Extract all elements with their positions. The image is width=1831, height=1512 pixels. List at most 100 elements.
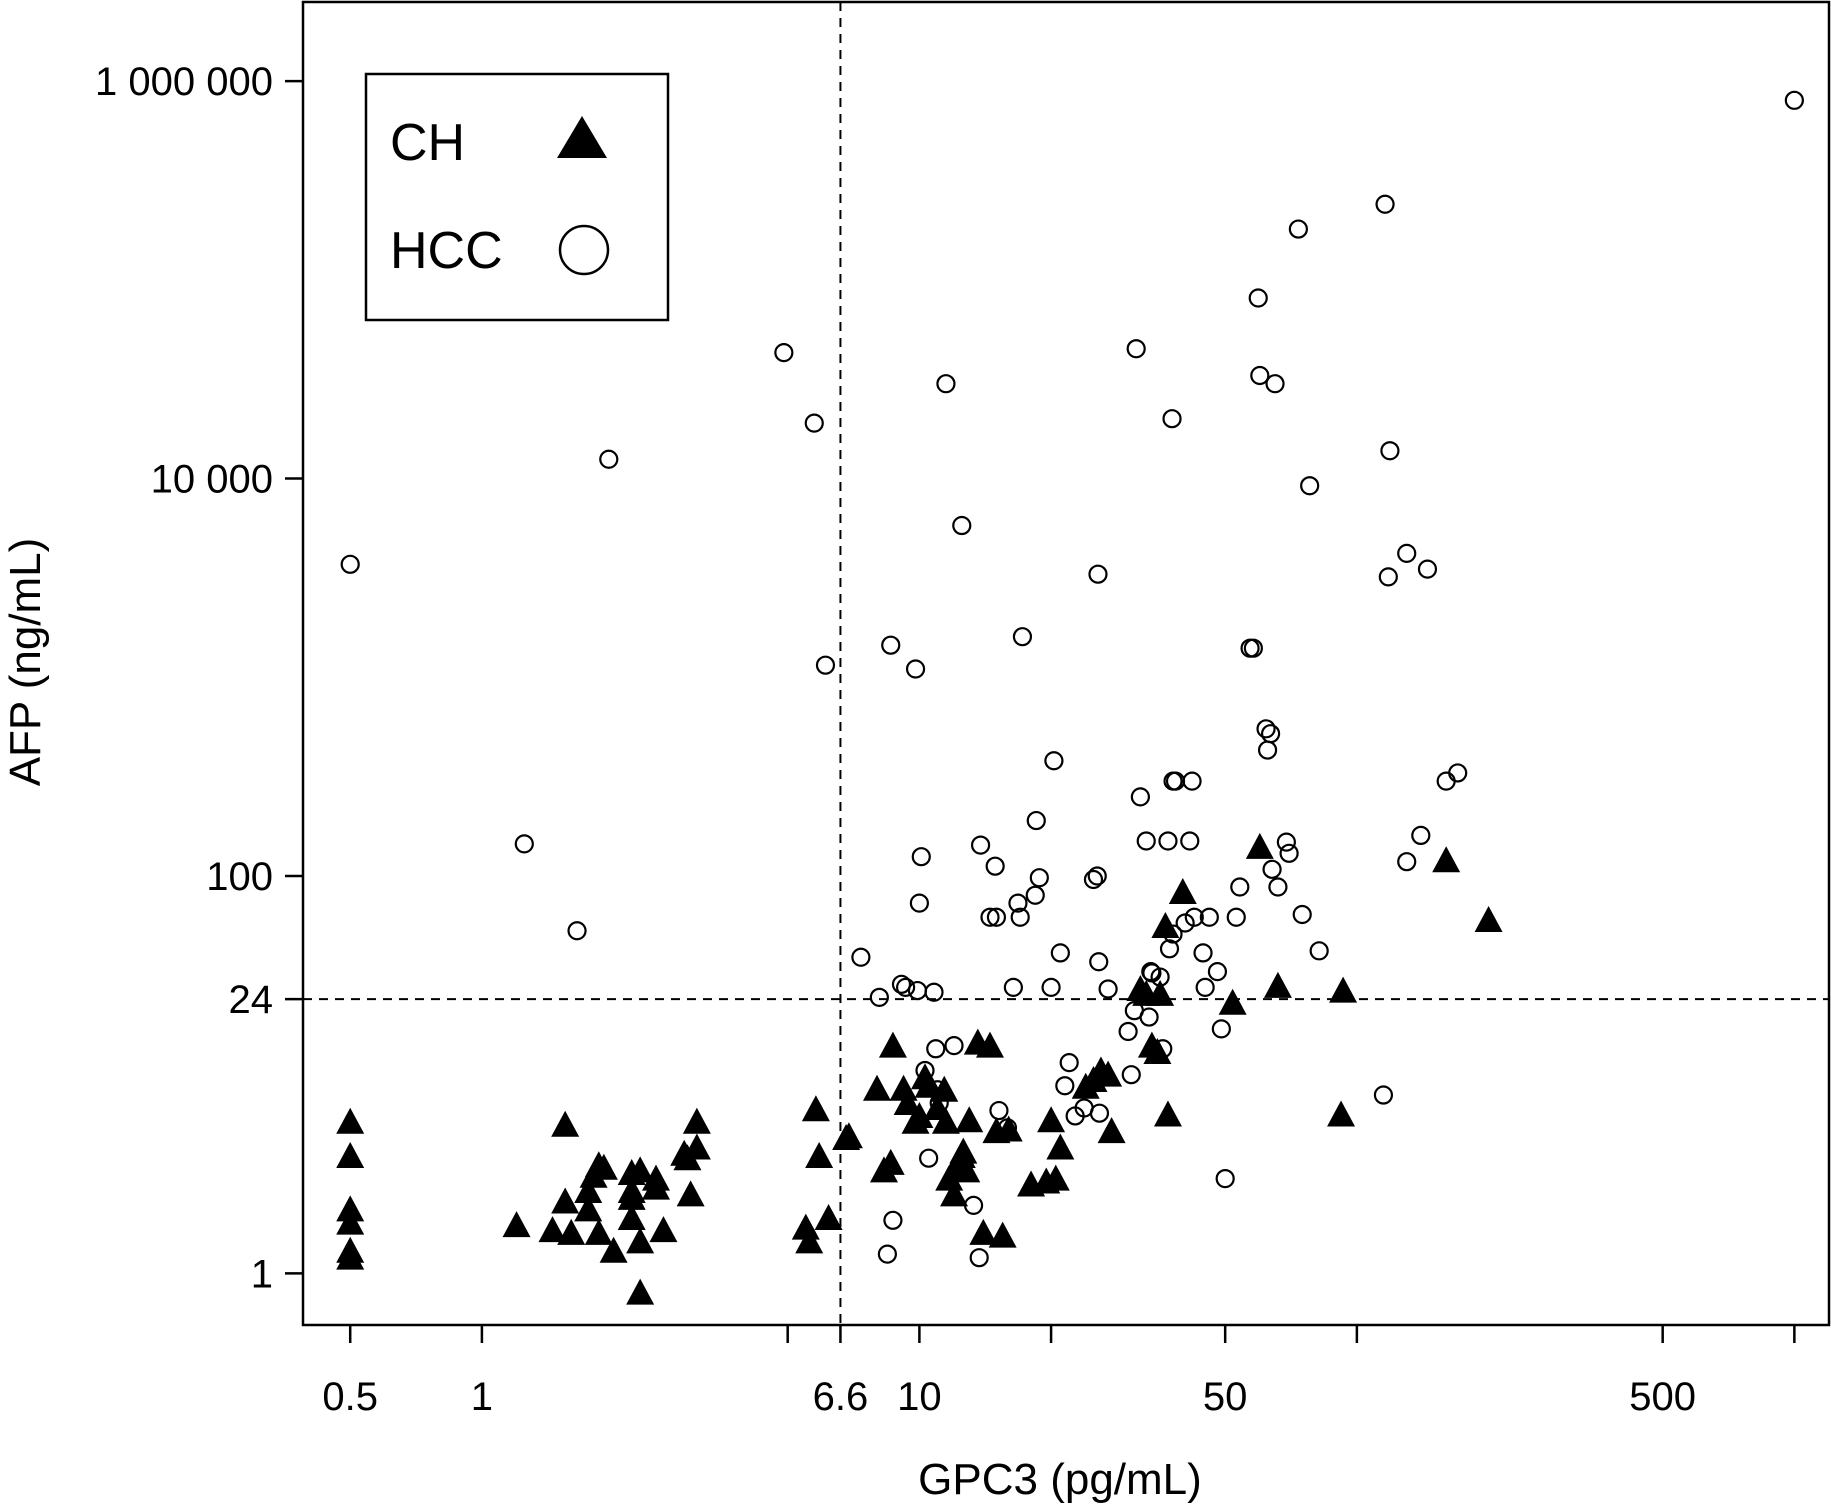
hcc-point <box>1159 939 1180 959</box>
hcc-point <box>1121 1065 1141 1085</box>
ch-point <box>1168 878 1197 905</box>
ch-point <box>574 1176 603 1203</box>
ch-point <box>1151 912 1180 939</box>
hcc-point <box>1184 907 1204 927</box>
hcc-point <box>1243 638 1263 658</box>
hcc-point <box>804 413 824 433</box>
ch-point <box>931 1107 960 1134</box>
legend-marker-ch <box>557 116 607 158</box>
hcc-point <box>1025 885 1045 905</box>
x-tick-label: 6.6 <box>813 1375 869 1419</box>
hcc-point <box>514 834 534 854</box>
ch-point <box>502 1211 531 1238</box>
hcc-point <box>1257 740 1278 760</box>
ch-point <box>336 1243 365 1270</box>
ch-point <box>795 1227 824 1254</box>
hcc-point <box>1276 832 1296 852</box>
hcc-point <box>1397 852 1417 872</box>
hcc-point <box>1050 943 1070 963</box>
ch-point <box>914 1071 943 1098</box>
hcc-point <box>1378 567 1398 587</box>
hcc-point <box>815 655 836 675</box>
plot-frame <box>301 0 1831 1327</box>
hcc-point <box>1158 831 1178 851</box>
hcc-point <box>1162 409 1182 429</box>
ch-point <box>1474 906 1503 933</box>
ch-point <box>1094 1060 1123 1087</box>
hcc-point <box>1089 1103 1110 1123</box>
hcc-point <box>877 1244 897 1264</box>
hcc-point <box>1265 374 1285 394</box>
ch-point <box>538 1216 567 1243</box>
ch-point <box>574 1195 603 1222</box>
hcc-point <box>936 374 956 394</box>
hcc-point <box>1126 339 1146 359</box>
ch-point <box>336 1107 365 1134</box>
hcc-point <box>774 343 794 363</box>
y-tick-label: 1 000 000 <box>95 60 273 104</box>
ch-point <box>1046 1133 1075 1160</box>
x-tick-label: 0.5 <box>322 1375 378 1419</box>
hcc-point <box>985 856 1005 876</box>
ch-point <box>336 1208 365 1235</box>
ch-point <box>682 1107 711 1134</box>
hcc-point <box>1195 977 1215 997</box>
ch-point <box>1146 979 1175 1006</box>
legend-box <box>364 72 670 322</box>
ch-point <box>889 1074 918 1101</box>
y-tick-label: 100 <box>206 855 273 899</box>
hcc-point <box>883 1210 903 1230</box>
hcc-point <box>911 847 931 867</box>
ch-point <box>975 1031 1004 1058</box>
x-axis-title: GPC3 (pg/mL) <box>918 1455 1202 1504</box>
x-tick-label: 50 <box>1203 1375 1248 1419</box>
hcc-point <box>944 1036 964 1056</box>
hcc-point <box>1279 843 1299 863</box>
hcc-point <box>1182 771 1202 791</box>
hcc-point <box>1207 962 1228 982</box>
hcc-point <box>1262 859 1282 879</box>
hcc-point <box>567 921 587 941</box>
ch-point <box>952 1156 981 1183</box>
hcc-point <box>340 554 360 574</box>
ch-point <box>834 1122 863 1149</box>
legend-label-ch: CH <box>390 114 465 172</box>
hcc-point <box>1010 907 1030 927</box>
hcc-point <box>1193 943 1213 963</box>
ch-point <box>791 1213 820 1240</box>
hcc-point <box>1136 831 1156 851</box>
hcc-point <box>1256 719 1276 739</box>
hcc-point <box>924 982 944 1002</box>
ch-point <box>557 1218 586 1245</box>
hcc-point <box>1083 869 1104 890</box>
ch-point <box>1097 1117 1126 1144</box>
ch-point <box>1041 1164 1070 1191</box>
hcc-point <box>989 1100 1009 1121</box>
hcc-point <box>1211 1019 1231 1039</box>
ch-point <box>1327 1100 1356 1127</box>
ch-point <box>626 1278 655 1305</box>
ch-point <box>862 1074 891 1101</box>
x-tick-label: 500 <box>1629 1375 1696 1419</box>
ch-point <box>801 1095 830 1122</box>
hcc-point <box>896 977 916 997</box>
hcc-point <box>1292 904 1312 925</box>
ch-point <box>682 1133 711 1160</box>
hcc-point <box>1008 893 1028 913</box>
data-points <box>336 90 1804 1305</box>
hcc-point <box>1163 924 1183 944</box>
hcc-point <box>1199 907 1219 927</box>
ch-point <box>626 1156 655 1183</box>
hcc-point <box>1309 941 1329 961</box>
ch-point <box>617 1183 646 1210</box>
ch-point <box>676 1180 705 1207</box>
hcc-point <box>1250 365 1270 386</box>
hcc-point <box>1089 952 1109 972</box>
ch-point <box>814 1204 843 1231</box>
hcc-point <box>1029 868 1049 888</box>
hcc-point <box>1003 977 1023 997</box>
hcc-point <box>970 835 991 855</box>
ch-point <box>551 1110 580 1137</box>
y-tick-label: 10 000 <box>151 458 273 502</box>
